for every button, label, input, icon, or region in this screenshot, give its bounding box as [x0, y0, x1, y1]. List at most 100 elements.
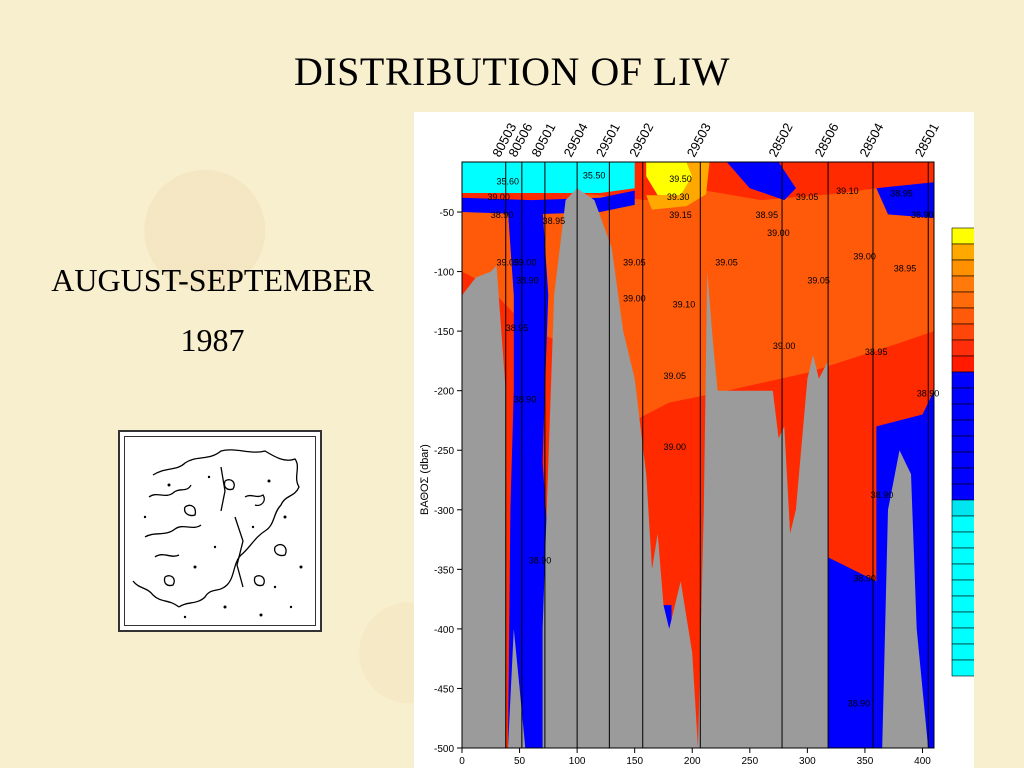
- colorbar-swatch: [951, 259, 974, 277]
- contour-label: 38.95: [543, 216, 566, 226]
- contour-label: 38.95: [756, 210, 779, 220]
- contour-label: 38.90: [514, 395, 537, 405]
- contour-label: 35.60: [497, 177, 520, 187]
- x-tick-label: 150: [626, 756, 643, 767]
- colorbar-swatch: [951, 499, 974, 517]
- contour-label: 39.05: [623, 258, 646, 268]
- contour-label: 39.05: [663, 371, 686, 381]
- salinity-field-blue-top-right: [876, 182, 934, 218]
- contour-label: 39.05: [796, 192, 819, 202]
- contour-label: 39.00: [623, 293, 646, 303]
- contour-label: 39.00: [767, 228, 790, 238]
- salinity-field-cyan: [462, 162, 635, 193]
- colorbar-swatch: [951, 547, 974, 565]
- colorbar-swatch: [951, 451, 974, 469]
- y-tick-label: -450: [434, 684, 454, 695]
- x-tick-label: 50: [514, 756, 526, 767]
- contour-label: 38.95: [506, 323, 529, 333]
- contour-label: 38.95: [890, 189, 913, 199]
- contour-label: 35.50: [583, 171, 606, 181]
- y-axis-label: ΒΑΘΟΣ (dbar): [419, 444, 431, 515]
- colorbar-swatch: [951, 355, 974, 373]
- slide-title: DISTRIBUTION OF LIW: [293, 49, 731, 94]
- colorbar-swatch: [951, 339, 974, 357]
- bathymetry-right: [882, 450, 929, 748]
- contour-label: 39.30: [667, 192, 690, 202]
- colorbar-swatch: [951, 243, 974, 261]
- colorbar-swatch: [951, 483, 974, 501]
- bathymetry-mid: [698, 271, 829, 748]
- contour-label: 38.90: [848, 698, 871, 708]
- salinity-field-blue-right-bottom: [828, 557, 877, 748]
- bathymetry-left: [462, 265, 506, 748]
- contour-label: 38.90: [911, 210, 934, 220]
- colorbar-swatch: [951, 323, 974, 341]
- y-tick-label: -100: [434, 268, 454, 279]
- contour-label: 38.90: [853, 573, 876, 583]
- contour-label: 39.05: [497, 258, 520, 268]
- salinity-field-yellow: [646, 162, 693, 196]
- period-label: AUGUST-SEPTEMBER: [51, 262, 374, 298]
- x-tick-label: 250: [741, 756, 758, 767]
- colorbar-swatch: [951, 419, 974, 437]
- salinity-field-orange-core: [646, 162, 710, 210]
- greece-coastline-map: [132, 449, 303, 619]
- salinity-field-blue-top-mid: [726, 162, 796, 201]
- colorbar-swatch: [951, 291, 974, 309]
- contour-label: 39.00: [853, 252, 876, 262]
- y-tick-label: -350: [434, 565, 454, 576]
- contour-label: 39.50: [669, 174, 692, 184]
- contour-label: 39.15: [669, 210, 692, 220]
- x-tick-label: 200: [684, 756, 701, 767]
- contour-label: 38.90: [516, 275, 539, 285]
- colorbar-swatch: [951, 515, 974, 533]
- contour-label: 38.90: [529, 555, 552, 565]
- contour-label: 38.95: [894, 264, 917, 274]
- x-tick-label: 300: [799, 756, 816, 767]
- colorbar-swatch: [951, 467, 974, 485]
- colorbar-swatch: [951, 611, 974, 629]
- y-tick-label: -150: [434, 327, 454, 338]
- x-tick-label: 350: [857, 756, 874, 767]
- bathymetry-central: [542, 188, 698, 748]
- y-tick-label: -200: [434, 387, 454, 398]
- colorbar-swatch: [951, 659, 974, 677]
- contour-label: 39.00: [514, 258, 537, 268]
- colorbar-swatch: [951, 563, 974, 581]
- contour-label: 38.90: [871, 490, 894, 500]
- x-tick-label: 100: [569, 756, 586, 767]
- contour-label: 39.05: [715, 258, 738, 268]
- bathymetry-spike: [508, 628, 526, 748]
- colorbar-swatch: [951, 435, 974, 453]
- y-tick-label: -250: [434, 446, 454, 457]
- y-tick-label: -300: [434, 506, 454, 517]
- colorbar-swatch: [951, 627, 974, 645]
- x-tick-label: 0: [459, 756, 465, 767]
- contour-label: 38.90: [917, 389, 940, 399]
- colorbar-swatch: [951, 371, 974, 389]
- colorbar-swatch: [951, 595, 974, 613]
- contour-label: 39.00: [773, 341, 796, 351]
- colorbar-swatch: [951, 531, 974, 549]
- contour-label: 39.10: [673, 299, 696, 309]
- contour-label: 39.00: [663, 442, 686, 452]
- contour-label: 39.05: [807, 275, 830, 285]
- year-label: 1987: [180, 322, 245, 358]
- colorbar-swatch: [951, 387, 974, 405]
- colorbar-swatch: [951, 307, 974, 325]
- y-tick-label: -500: [434, 744, 454, 755]
- colorbar-swatch: [951, 403, 974, 421]
- y-tick-label: -50: [440, 208, 455, 219]
- colorbar-swatch: [951, 579, 974, 597]
- x-tick-label: 400: [914, 756, 931, 767]
- colorbar-swatch: [951, 275, 974, 293]
- contour-label: 38.90: [491, 210, 514, 220]
- colorbar-swatch: [951, 643, 974, 661]
- contour-label: 39.10: [836, 186, 859, 196]
- salinity-field-blue-left: [508, 209, 555, 749]
- y-tick-label: -400: [434, 625, 454, 636]
- contour-label: 39.00: [487, 192, 510, 202]
- inset-map: [118, 430, 322, 632]
- colorbar-swatch: [951, 227, 974, 245]
